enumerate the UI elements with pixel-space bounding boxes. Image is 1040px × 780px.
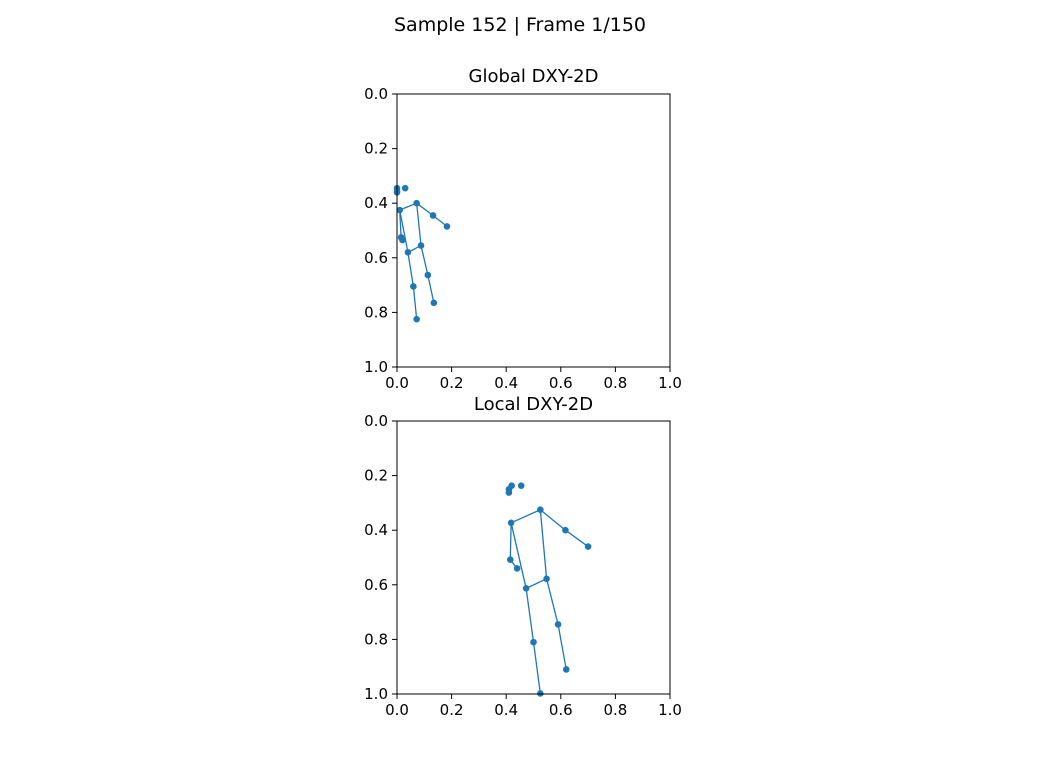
global-xtick-label: 0.0 — [385, 374, 409, 392]
local-bone-line — [510, 509, 541, 524]
local-bone-line — [510, 522, 527, 589]
global-axes-frame — [396, 93, 671, 368]
global-ytick-label: 0.8 — [364, 303, 388, 321]
global-xtick-label: 0.2 — [440, 374, 464, 392]
local-xtick-label: 0.2 — [440, 701, 464, 719]
global-joint-point — [401, 184, 409, 192]
global-joint-point — [429, 212, 437, 219]
local-joint-point — [530, 638, 537, 646]
local-ytick-label: 0.4 — [364, 521, 388, 539]
global-ytick-label: 0.2 — [364, 140, 388, 158]
global-bone-line — [420, 245, 429, 276]
local-ytick-label: 0.2 — [364, 467, 388, 485]
global-bone-line — [416, 202, 434, 217]
global-ytick-label: 1.0 — [364, 358, 388, 376]
local-bone-line — [532, 642, 541, 694]
local-xtick-label: 0.6 — [549, 701, 573, 719]
local-ytick-label: 0.6 — [364, 576, 388, 594]
local-joint-point — [562, 526, 569, 534]
global-xtick-label: 0.4 — [494, 374, 518, 392]
local-xtick-label: 0.8 — [603, 701, 627, 719]
global-joint-point — [413, 199, 420, 207]
local-xtick-label: 0.4 — [494, 701, 518, 719]
global-bone-line — [399, 209, 409, 253]
local-axes: Local DXY-2D0.0 0.2 0.4 0.6 0.8 1.00.00.20.40… — [364, 394, 682, 719]
global-joint-point — [413, 315, 420, 323]
global-axes-title: Global DXY-2D — [469, 66, 599, 87]
global-joint-point — [404, 249, 412, 256]
local-joint-point — [507, 519, 515, 527]
global-bone-line — [427, 274, 435, 303]
global-ytick-label: 0.6 — [364, 249, 388, 267]
local-ytick-label: 1.0 — [364, 685, 388, 703]
global-joint-point — [396, 206, 404, 214]
local-bone-line — [525, 578, 547, 589]
global-bone-line — [407, 252, 415, 287]
global-bone-line — [416, 203, 422, 246]
local-xtick-label: 1.0 — [658, 701, 682, 719]
global-bone-line — [412, 286, 418, 320]
local-ytick-label: 0.0 — [364, 412, 388, 430]
global-axes: Global DXY-2D0.0 0.2 0.4 0.6 0.8 1.00.00.20.4… — [364, 66, 682, 392]
global-joint-point — [410, 283, 417, 290]
local-joint-point — [522, 585, 530, 592]
local-bone-line — [565, 529, 589, 548]
global-ytick-label: 0.4 — [364, 194, 388, 212]
global-ytick-label: 0.0 — [364, 85, 388, 103]
local-bone-line — [525, 588, 535, 643]
local-joint-point — [543, 575, 550, 583]
local-joint-point — [554, 621, 562, 628]
local-bone-line — [539, 509, 548, 579]
local-axes-title: Local DXY-2D — [474, 394, 593, 415]
global-joint-point — [417, 242, 425, 249]
local-joint-point — [506, 556, 514, 563]
global-joint-point — [399, 236, 406, 244]
local-joint-point — [584, 543, 592, 550]
local-joint-point — [537, 690, 544, 697]
global-xtick-label: 0.8 — [603, 374, 627, 392]
local-joint-point — [517, 482, 525, 490]
local-joint-point — [513, 565, 521, 572]
local-joint-point — [537, 506, 544, 514]
figure-suptitle: Sample 152 | Frame 1/150 — [394, 14, 646, 36]
global-joint-point — [424, 271, 432, 279]
global-joint-point — [430, 299, 438, 307]
global-joint-point — [443, 223, 451, 230]
local-joint-point — [505, 489, 513, 496]
global-xtick-label: 0.6 — [549, 374, 573, 392]
local-ytick-label: 0.8 — [364, 630, 388, 648]
local-bone-line — [557, 624, 567, 670]
local-joint-point — [562, 666, 570, 673]
local-bone-line — [509, 522, 512, 560]
local-bone-line — [545, 578, 559, 625]
local-xtick-label: 0.0 — [385, 701, 409, 719]
local-bone-line — [539, 509, 566, 531]
global-xtick-label: 1.0 — [658, 374, 682, 392]
local-axes-frame — [396, 420, 671, 695]
